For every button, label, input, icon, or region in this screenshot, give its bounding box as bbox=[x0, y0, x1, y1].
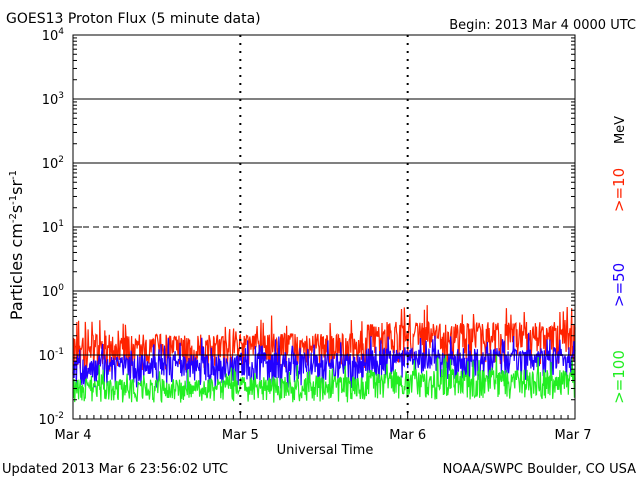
y-axis-label-base: Particles cm bbox=[7, 223, 26, 320]
y-tick-label-3: 101 bbox=[42, 219, 64, 236]
y-axis-label-exp1: -2 bbox=[8, 213, 19, 223]
y-tick-label-6: 10-2 bbox=[38, 411, 64, 428]
begin-time: Begin: 2013 Mar 4 0000 UTC bbox=[449, 18, 636, 33]
y-axis-label: Particles cm-2s-1sr-1 bbox=[7, 170, 26, 320]
y-axis-label-exp3: -1 bbox=[8, 170, 19, 180]
y-tick-label-2: 102 bbox=[42, 155, 64, 172]
y-axis-label-sr: sr bbox=[7, 180, 26, 195]
x-tick-label-1: Mar 5 bbox=[222, 428, 259, 443]
data-source: NOAA/SWPC Boulder, CO USA bbox=[443, 462, 636, 477]
x-axis-ticks: Mar 4 Mar 5 Mar 6 Mar 7 bbox=[55, 411, 592, 443]
y-tick-label-5: 10-1 bbox=[38, 347, 64, 364]
series-line-1 bbox=[72, 332, 576, 389]
y-axis-label-exp2: -1 bbox=[8, 195, 19, 205]
legend-series-ge10: >=10 bbox=[610, 168, 628, 212]
legend: MeV >=10 >=50 >=100 bbox=[610, 116, 628, 404]
y-axis-ticks: 104 103 102 101 100 10-1 10-2 bbox=[38, 27, 575, 428]
x-tick-label-2: Mar 6 bbox=[389, 428, 426, 443]
x-tick-label-3: Mar 7 bbox=[555, 428, 592, 443]
y-tick-label-0: 104 bbox=[42, 27, 65, 44]
grid-layer bbox=[73, 35, 575, 419]
legend-series-ge50: >=50 bbox=[610, 263, 628, 307]
legend-unit: MeV bbox=[613, 116, 628, 144]
x-axis-label: Universal Time bbox=[277, 443, 374, 458]
legend-series-ge100: >=100 bbox=[610, 350, 628, 404]
series-line-0 bbox=[72, 305, 576, 375]
x-tick-label-0: Mar 4 bbox=[55, 428, 92, 443]
data-series-layer bbox=[72, 305, 576, 403]
y-tick-label-1: 103 bbox=[42, 91, 64, 108]
series-line-2 bbox=[72, 354, 576, 403]
chart-title: GOES13 Proton Flux (5 minute data) bbox=[6, 11, 261, 27]
y-tick-label-4: 100 bbox=[42, 283, 65, 300]
y-axis-label-s: s bbox=[7, 205, 26, 213]
updated-timestamp: Updated 2013 Mar 6 23:56:02 UTC bbox=[2, 462, 228, 477]
